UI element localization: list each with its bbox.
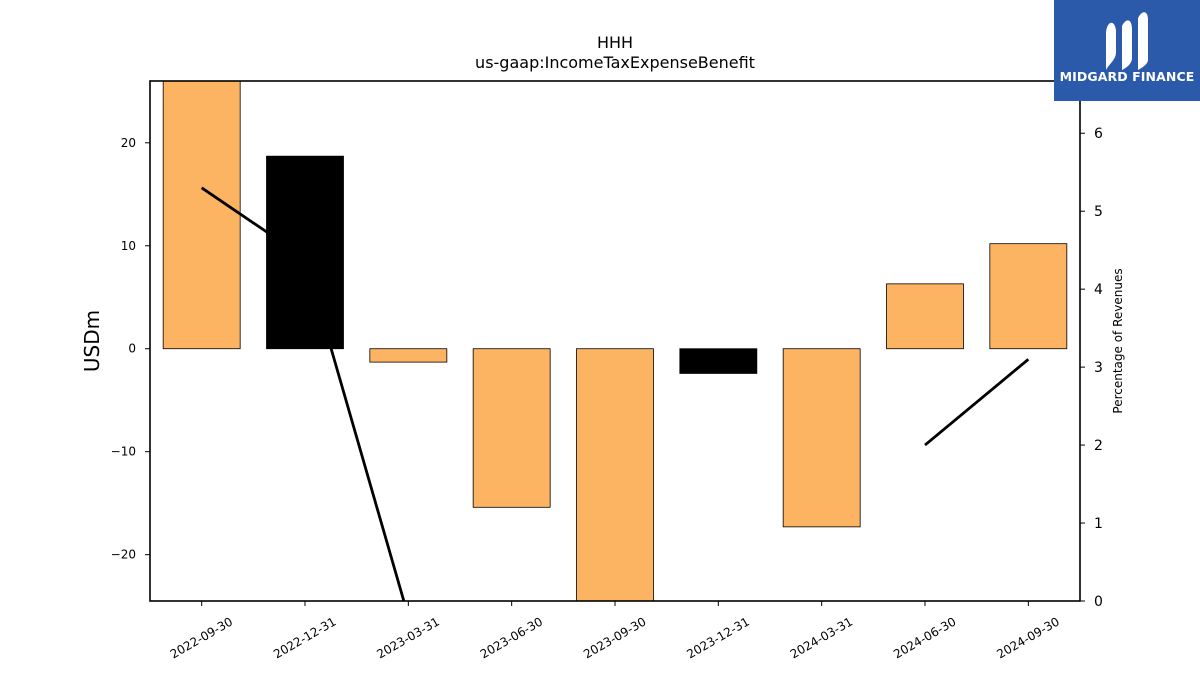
x-tick-label: 2023-03-31 [374,614,441,661]
x-tick-label: 2024-09-30 [994,614,1061,661]
x-tick-label: 2023-09-30 [581,614,648,661]
logo: MIDGARD FINANCE [1054,0,1200,101]
bar-2023-03-31 [369,348,448,363]
y2-tick-label: 1 [1094,516,1103,532]
y2-tick-label: 2 [1094,438,1103,454]
y2-tick-label: 5 [1094,204,1103,220]
x-tick-label: 2022-09-30 [168,614,235,661]
y-axis-left: −20 −10 0 10 20 [111,136,150,562]
line-segment-0 [200,186,406,601]
bar-2024-09-30 [989,243,1068,350]
logo-text: MIDGARD FINANCE [1059,69,1195,84]
x-axis: 2022-09-30 2022-12-31 2023-03-31 2023-06-30… [168,601,1062,661]
bar-2023-06-30 [472,348,551,508]
y-tick-label: −20 [111,548,136,562]
y2-axis-label: Percentage of Revenues [1111,268,1125,413]
bar-2022-09-30 [162,80,241,350]
y-tick-label: −10 [111,445,136,459]
y2-tick-label: 6 [1094,126,1103,142]
bars-group [162,80,1068,602]
bar-2022-12-31 [266,155,344,350]
y2-tick-label: 3 [1094,360,1103,376]
x-tick-label: 2024-03-31 [788,614,855,661]
line-segment-1 [924,358,1030,447]
x-tick-label: 2022-12-31 [271,614,338,661]
bar-2023-12-31 [679,348,758,374]
x-tick-label: 2024-06-30 [891,614,958,661]
y-axis-label: USDm [80,310,104,372]
y-tick-label: 10 [121,239,136,253]
y-axis-right: 0 1 2 3 4 5 6 [1080,126,1103,610]
y2-tick-label: 4 [1094,282,1103,298]
logo-mark-icon [1106,12,1148,70]
y2-tick-label: 0 [1094,594,1103,610]
y-tick-label: 20 [121,136,136,150]
x-tick-label: 2023-12-31 [684,614,751,661]
bar-2024-03-31 [782,348,861,528]
bar-2023-09-30 [576,348,654,602]
line-group [200,186,1030,601]
bar-2024-06-30 [886,283,964,350]
chart-title: HHH [597,33,633,52]
x-tick-label: 2023-06-30 [478,614,545,661]
y-tick-label: 0 [128,342,136,356]
chart-subtitle: us-gaap:IncomeTaxExpenseBenefit [475,53,755,72]
